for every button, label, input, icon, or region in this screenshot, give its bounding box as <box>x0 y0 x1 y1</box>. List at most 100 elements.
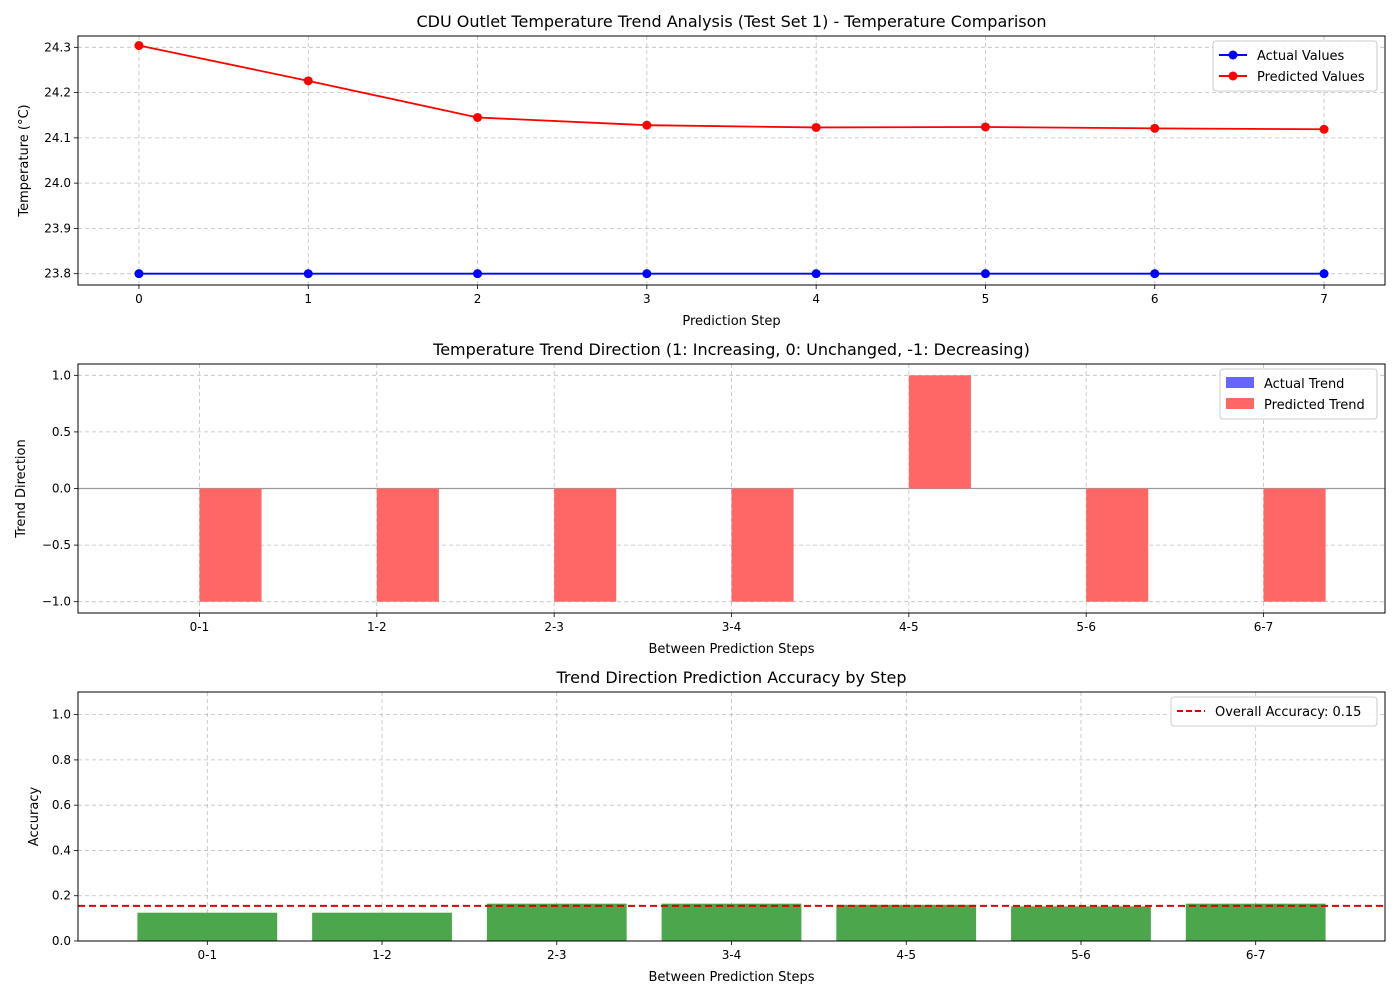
y-tick-label: 0.0 <box>52 482 71 496</box>
x-tick-label: 5-6 <box>1071 948 1091 962</box>
series-line <box>138 44 1325 131</box>
bar <box>312 912 452 941</box>
chart-title: CDU Outlet Temperature Trend Analysis (T… <box>416 12 1046 31</box>
y-tick-label: −0.5 <box>42 538 71 552</box>
x-axis-label: Between Prediction Steps <box>648 970 814 985</box>
data-point <box>303 269 313 279</box>
y-tick-label: 0.2 <box>52 889 71 903</box>
legend-label: Actual Values <box>1257 49 1345 64</box>
bar <box>731 488 794 602</box>
bar <box>376 488 439 602</box>
x-tick-label: 3 <box>643 292 651 306</box>
x-tick-label: 3-4 <box>722 620 742 634</box>
data-point <box>1319 269 1329 279</box>
y-tick-label: 0.5 <box>52 425 71 439</box>
series-predicted-values <box>134 41 1329 134</box>
x-tick-label: 0-1 <box>197 948 217 962</box>
data-point <box>1319 124 1329 134</box>
y-tick-label: 24.2 <box>44 86 71 100</box>
y-tick-label: 23.8 <box>44 267 71 281</box>
data-point <box>811 269 821 279</box>
bar <box>661 903 802 941</box>
chart-temperature-comparison: 0 1 2 3 4 5 6 7 23.8 23.9 24.0 24.1 24.2 24.3 CDU Outl… <box>17 12 1386 329</box>
bar <box>1263 488 1326 602</box>
bar <box>908 375 971 489</box>
axes-frame <box>77 35 1386 286</box>
data-point <box>980 269 990 279</box>
y-tick-label: 0.0 <box>52 934 71 948</box>
y-tick-label: 1.0 <box>52 368 71 382</box>
bar <box>1185 903 1326 941</box>
data-point <box>134 41 144 51</box>
y-tick-label: 24.3 <box>44 40 71 54</box>
y-tick-label: 0.6 <box>52 798 71 812</box>
y-tick-label: 0.8 <box>52 753 71 767</box>
data-point <box>1150 123 1160 133</box>
series-predicted-trend <box>199 375 1326 602</box>
bar <box>137 912 278 941</box>
series-actual-values <box>134 269 1329 279</box>
data-point <box>134 269 144 279</box>
chart-title: Trend Direction Prediction Accuracy by S… <box>555 668 906 687</box>
x-tick-label: 0 <box>135 292 143 306</box>
chart-title: Temperature Trend Direction (1: Increasi… <box>432 340 1030 359</box>
x-tick-label: 5-6 <box>1076 620 1096 634</box>
x-tick-label: 6 <box>1151 292 1159 306</box>
y-tick-label: 23.9 <box>44 221 71 235</box>
bar <box>1011 906 1151 941</box>
y-axis-label: Accuracy <box>27 787 42 847</box>
y-tick-label: −1.0 <box>42 595 71 609</box>
x-tick-label: 1 <box>304 292 312 306</box>
y-axis-label: Trend Direction <box>14 439 29 538</box>
bar <box>554 488 617 602</box>
data-point <box>303 76 313 86</box>
x-tick-label: 2-3 <box>547 948 567 962</box>
legend-label: Predicted Values <box>1257 70 1365 85</box>
x-tick-label: 4 <box>812 292 820 306</box>
bar <box>836 904 977 941</box>
legend-box <box>1212 40 1378 92</box>
x-tick-label: 6-7 <box>1246 948 1266 962</box>
x-tick-label: 6-7 <box>1254 620 1274 634</box>
data-point <box>642 269 652 279</box>
chart-trend-direction: 0-1 1-2 2-3 3-4 4-5 5-6 6-7 −1.0 −0.5 0.0 0.5 1.0 Te… <box>14 340 1386 657</box>
legend-patch-swatch <box>1226 398 1254 409</box>
bar <box>199 488 262 602</box>
legend-label: Overall Accuracy: 0.15 <box>1215 705 1361 720</box>
legend-label: Actual Trend <box>1264 377 1344 392</box>
y-tick-label: 1.0 <box>52 708 71 722</box>
data-point <box>811 122 821 132</box>
data-point <box>1150 269 1160 279</box>
data-point <box>980 122 990 132</box>
legend-marker-swatch <box>1228 71 1238 81</box>
legend-box <box>1219 368 1378 420</box>
chart-accuracy-by-step: 0-1 1-2 2-3 3-4 4-5 5-6 6-7 0.0 0.2 0.4 0.6 0.8 1.0 T… <box>27 668 1386 985</box>
legend-patch-swatch <box>1226 377 1254 388</box>
y-tick-label: 24.1 <box>44 131 71 145</box>
x-axis-label: Prediction Step <box>682 314 780 329</box>
x-tick-label: 2 <box>474 292 482 306</box>
legend-box <box>1170 696 1378 727</box>
y-tick-label: 24.0 <box>44 176 71 190</box>
x-tick-label: 4-5 <box>896 948 916 962</box>
data-point <box>642 120 652 130</box>
x-tick-label: 4-5 <box>899 620 919 634</box>
data-point <box>473 269 483 279</box>
x-tick-label: 1-2 <box>372 948 392 962</box>
x-tick-label: 7 <box>1320 292 1328 306</box>
x-tick-label: 5 <box>982 292 990 306</box>
legend-marker-swatch <box>1228 50 1238 60</box>
x-tick-label: 2-3 <box>544 620 564 634</box>
x-tick-label: 3-4 <box>722 948 742 962</box>
bar <box>486 903 627 941</box>
y-axis-label: Temperature (°C) <box>17 104 32 217</box>
x-axis-label: Between Prediction Steps <box>648 642 814 657</box>
x-tick-label: 0-1 <box>190 620 210 634</box>
legend-label: Predicted Trend <box>1264 398 1365 413</box>
x-tick-label: 1-2 <box>367 620 387 634</box>
y-tick-label: 0.4 <box>52 843 71 857</box>
data-point <box>473 112 483 122</box>
series-accuracy <box>137 903 1326 941</box>
bar <box>1086 488 1149 602</box>
